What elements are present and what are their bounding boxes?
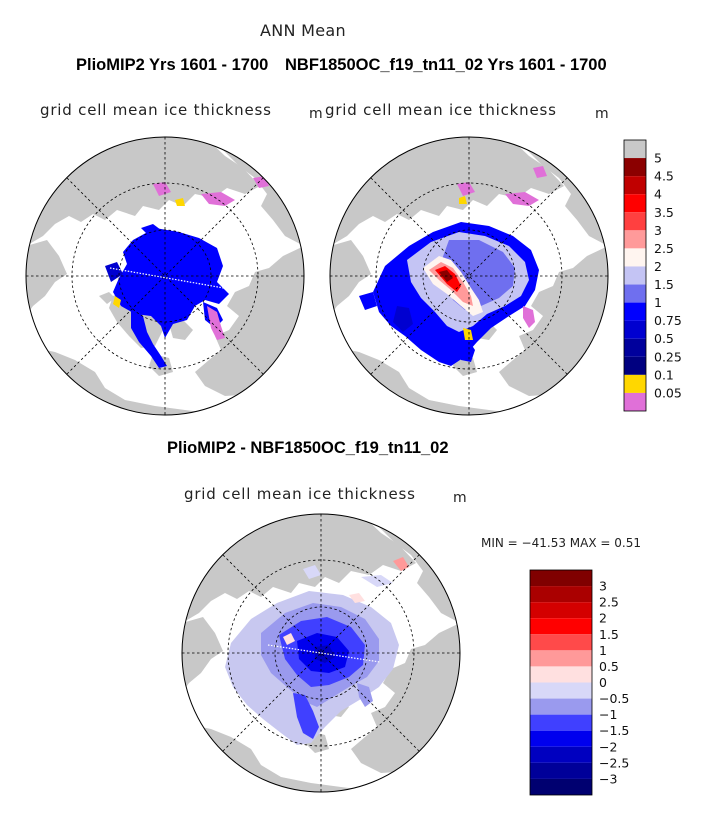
colorbar-diff-tick-label: −1.5 xyxy=(599,723,629,738)
map-difference xyxy=(181,513,461,793)
colorbar-top-swatch xyxy=(624,194,646,213)
colorbar-top-swatch xyxy=(624,176,646,195)
left-unit-label: m xyxy=(309,106,323,122)
right-unit-label: m xyxy=(595,106,609,122)
colorbar-top-tick-label: 1 xyxy=(654,295,662,310)
colorbar-diff-swatch xyxy=(530,650,592,667)
panel-right-header: NBF1850OC_f19_tn11_02 Yrs 1601 - 1700 xyxy=(285,56,607,74)
colorbar-top-swatch xyxy=(624,374,646,393)
right-variable-label: grid cell mean ice thickness xyxy=(325,101,557,119)
colorbar-top-swatch xyxy=(624,212,646,231)
colorbar-top-swatch xyxy=(624,158,646,177)
colorbar-top-tick-label: 4 xyxy=(654,187,662,202)
colorbar-top-tick-label: 0.25 xyxy=(654,349,682,364)
colorbar-top-tick-label: 0.1 xyxy=(654,367,674,382)
colorbar-top-tick-label: 0.75 xyxy=(654,313,682,328)
colorbar-top-tick-label: 2 xyxy=(654,259,662,274)
colorbar-diff-swatch xyxy=(530,698,592,715)
colorbar-diff-swatch xyxy=(530,714,592,731)
colorbar-top-swatch xyxy=(624,392,646,411)
left-variable-label: grid cell mean ice thickness xyxy=(40,101,272,119)
colorbar-top-tick-label: 3 xyxy=(654,223,662,238)
colorbar-top-tick-label: 0.05 xyxy=(654,385,682,400)
colorbar-top-swatch xyxy=(624,302,646,321)
colorbar-top-swatch xyxy=(624,230,646,249)
colorbar-diff-tick-label: −2 xyxy=(599,739,617,754)
colorbar-diff-swatch xyxy=(530,602,592,619)
map-border xyxy=(329,136,609,416)
colorbar-diff-swatch xyxy=(530,762,592,779)
colorbar-diff-tick-label: −2.5 xyxy=(599,755,629,770)
colorbar-diff-tick-label: −1 xyxy=(599,707,617,722)
sea-ice-field xyxy=(105,176,269,368)
colorbar-diff-tick-label: 1 xyxy=(599,643,607,658)
panel-left-header: PlioMIP2 Yrs 1601 - 1700 xyxy=(76,56,269,74)
colorbar-top-swatch xyxy=(624,266,646,285)
diff-unit-label: m xyxy=(453,490,467,506)
colorbar-diff-swatch xyxy=(530,746,592,763)
difference-field xyxy=(225,557,409,745)
map-nbf1850oc xyxy=(329,136,609,416)
colorbar-top-frame xyxy=(623,139,647,412)
colorbar-top-swatch xyxy=(624,284,646,303)
colorbar-top-swatch xyxy=(624,356,646,375)
map-border xyxy=(25,136,305,416)
colorbar-diff-swatch xyxy=(530,570,592,587)
colorbar-diff-swatch xyxy=(530,634,592,651)
colorbar-top-swatch xyxy=(624,248,646,267)
colorbar-top-swatch xyxy=(624,140,646,159)
map-border xyxy=(181,513,461,793)
colorbar-diff-swatch xyxy=(530,730,592,747)
colorbar-top-tick-label: 4.5 xyxy=(654,169,674,184)
colorbar-diff-tick-label: −3 xyxy=(599,771,617,786)
colorbar-diff-swatch xyxy=(530,682,592,699)
colorbar-diff-tick-label: 3 xyxy=(599,579,607,594)
colorbar-top-swatch xyxy=(624,338,646,357)
colorbar-top-tick-label: 1.5 xyxy=(654,277,674,292)
colorbar-diff-tick-label: 2 xyxy=(599,611,607,626)
colorbar-diff-tick-label: 2.5 xyxy=(599,595,619,610)
colorbar-top-tick-label: 5 xyxy=(654,151,662,166)
colorbar-diff-tick-label: 0 xyxy=(599,675,607,690)
colorbar-top-tick-label: 2.5 xyxy=(654,241,674,256)
colorbar-diff-frame xyxy=(529,569,593,796)
colorbar-diff-tick-label: −0.5 xyxy=(599,691,629,706)
diff-variable-label: grid cell mean ice thickness xyxy=(184,485,416,503)
diff-header: PlioMIP2 - NBF1850OC_f19_tn11_02 xyxy=(167,439,449,457)
minmax-readout: MIN = −41.53 MAX = 0.51 xyxy=(481,536,641,550)
colorbar-top-tick-label: 0.5 xyxy=(654,331,674,346)
colorbar-diff-tick-label: 0.5 xyxy=(599,659,619,674)
colorbar-diff-swatch xyxy=(530,586,592,603)
figure-title: ANN Mean xyxy=(260,21,346,40)
map-pliomip2 xyxy=(25,136,305,416)
colorbar-diff-swatch xyxy=(530,618,592,635)
colorbar-top-tick-label: 3.5 xyxy=(654,205,674,220)
colorbar-diff-tick-label: 1.5 xyxy=(599,627,619,642)
colorbar-diff-swatch xyxy=(530,666,592,683)
colorbar-top: 5 4.5 4 3.5 3 2.5 2 1.5 1 0.75 0.5 0.25 0.1 0.05 xyxy=(623,139,682,412)
colorbar-diff-swatch xyxy=(530,778,592,795)
colorbar-top-swatch xyxy=(624,320,646,339)
colorbar-difference: 32.521.510.50−0.5−1−1.5−2−2.5−3 xyxy=(529,569,629,796)
